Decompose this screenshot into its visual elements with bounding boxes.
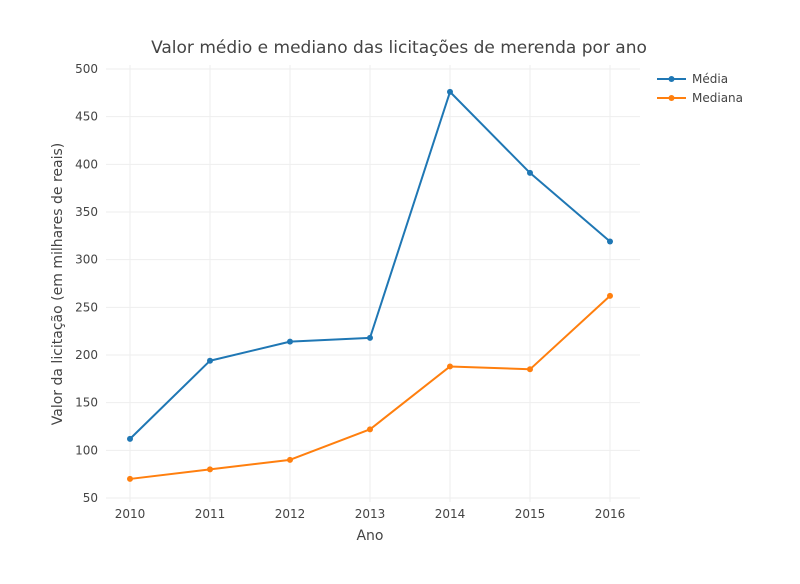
legend-label: Mediana bbox=[692, 91, 743, 105]
data-point[interactable] bbox=[527, 366, 533, 373]
y-tick-label: 250 bbox=[75, 300, 98, 314]
legend-marker-icon bbox=[668, 76, 675, 82]
data-point[interactable] bbox=[127, 475, 133, 482]
x-axis-ticks: 2010 2011 2012 2013 2014 2015 2016 bbox=[115, 507, 626, 521]
data-point[interactable] bbox=[207, 357, 213, 364]
series-mediana bbox=[127, 292, 613, 482]
y-tick-label: 350 bbox=[75, 205, 98, 219]
plot-area bbox=[127, 88, 613, 482]
data-point[interactable] bbox=[287, 338, 293, 345]
x-tick-label: 2014 bbox=[435, 507, 466, 521]
x-tick-label: 2013 bbox=[355, 507, 386, 521]
y-tick-label: 500 bbox=[75, 62, 98, 76]
data-point[interactable] bbox=[207, 466, 213, 473]
data-point[interactable] bbox=[607, 292, 613, 299]
legend-item[interactable]: Mediana bbox=[657, 91, 743, 105]
x-tick-label: 2012 bbox=[275, 507, 306, 521]
x-tick-label: 2010 bbox=[115, 507, 146, 521]
y-axis-title: Valor da licitação (em milhares de reais… bbox=[50, 143, 66, 425]
y-tick-label: 200 bbox=[75, 348, 98, 362]
data-point[interactable] bbox=[607, 238, 613, 245]
y-tick-label: 300 bbox=[75, 253, 98, 267]
data-point[interactable] bbox=[367, 426, 373, 433]
data-point[interactable] bbox=[527, 169, 533, 176]
legend-marker-icon bbox=[668, 95, 675, 101]
data-point[interactable] bbox=[127, 435, 133, 442]
y-tick-label: 450 bbox=[75, 110, 98, 124]
y-tick-label: 150 bbox=[75, 396, 98, 410]
legend-label: Média bbox=[692, 72, 728, 86]
chart-title: Valor médio e mediano das licitações de … bbox=[151, 38, 647, 58]
data-point[interactable] bbox=[447, 88, 453, 95]
legend-item[interactable]: Média bbox=[657, 72, 728, 86]
legend[interactable]: Média Mediana bbox=[657, 72, 743, 105]
y-tick-label: 50 bbox=[83, 491, 98, 505]
x-axis-title: Ano bbox=[356, 528, 383, 544]
y-axis-ticks: 50 100 150 200 250 300 350 400 450 500 bbox=[75, 62, 98, 505]
data-point[interactable] bbox=[367, 334, 373, 341]
y-tick-label: 100 bbox=[75, 443, 98, 457]
x-tick-label: 2011 bbox=[195, 507, 226, 521]
y-tick-label: 400 bbox=[75, 157, 98, 171]
x-tick-label: 2016 bbox=[595, 507, 626, 521]
series-media bbox=[127, 88, 613, 442]
data-point[interactable] bbox=[447, 363, 453, 370]
x-tick-label: 2015 bbox=[515, 507, 546, 521]
grid bbox=[106, 65, 640, 502]
data-point[interactable] bbox=[287, 456, 293, 463]
